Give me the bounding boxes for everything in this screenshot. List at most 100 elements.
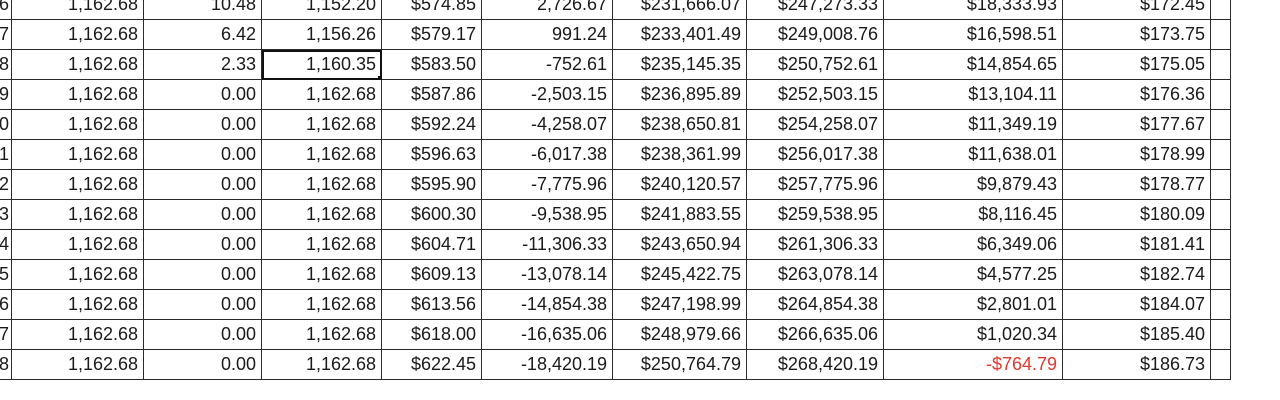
row-number[interactable]: 9 [0, 79, 13, 110]
table-cell[interactable]: $2,801.01 [883, 289, 1064, 320]
table-cell[interactable]: 991.24 [481, 19, 614, 50]
table-cell[interactable]: $254,258.07 [746, 109, 885, 140]
table-cell[interactable]: $261,306.33 [746, 229, 885, 260]
table-cell[interactable]: 6.42 [143, 19, 263, 50]
table-cell[interactable]: 0.00 [143, 139, 263, 170]
table-cell[interactable]: $1,020.34 [883, 319, 1064, 350]
table-cell[interactable]: 1,162.68 [261, 169, 383, 200]
fill-handle[interactable] [378, 76, 381, 79]
table-cell[interactable]: $172.45 [1062, 0, 1212, 20]
table-cell[interactable]: 2.33 [143, 49, 263, 80]
row-number[interactable]: 4 [0, 229, 13, 260]
table-cell[interactable]: $235,145.35 [612, 49, 748, 80]
row-number[interactable]: 6 [0, 0, 13, 20]
table-cell[interactable]: -9,538.95 [481, 199, 614, 230]
table-cell[interactable]: $245,422.75 [612, 259, 748, 290]
table-cell-empty[interactable] [1210, 79, 1232, 110]
row-number[interactable]: 7 [0, 19, 13, 50]
table-cell[interactable]: 0.00 [143, 289, 263, 320]
table-cell[interactable]: $579.17 [381, 19, 483, 50]
row-number[interactable]: 3 [0, 199, 13, 230]
table-cell[interactable]: 2,726.67 [481, 0, 614, 20]
table-cell[interactable]: 1,162.68 [261, 259, 383, 290]
table-cell[interactable]: $609.13 [381, 259, 483, 290]
table-cell[interactable]: 0.00 [143, 79, 263, 110]
table-cell[interactable]: -6,017.38 [481, 139, 614, 170]
table-cell[interactable]: $257,775.96 [746, 169, 885, 200]
table-cell[interactable]: $14,854.65 [883, 49, 1064, 80]
row-number[interactable]: 7 [0, 319, 13, 350]
table-cell[interactable]: $182.74 [1062, 259, 1212, 290]
table-cell[interactable]: 1,162.68 [11, 319, 145, 350]
table-cell[interactable]: 0.00 [143, 199, 263, 230]
table-cell-empty[interactable] [1210, 349, 1232, 380]
table-cell[interactable]: $185.40 [1062, 319, 1212, 350]
table-cell[interactable]: 1,162.68 [11, 289, 145, 320]
table-cell[interactable]: $256,017.38 [746, 139, 885, 170]
table-cell[interactable]: $249,008.76 [746, 19, 885, 50]
table-cell[interactable]: 1,162.68 [261, 79, 383, 110]
row-number[interactable]: 8 [0, 349, 13, 380]
table-cell[interactable]: $236,895.89 [612, 79, 748, 110]
selected-cell[interactable]: 1,160.35 [261, 49, 383, 80]
table-cell[interactable]: $583.50 [381, 49, 483, 80]
table-cell[interactable]: $600.30 [381, 199, 483, 230]
table-cell[interactable]: -$764.79 [883, 349, 1064, 380]
table-cell[interactable]: $268,420.19 [746, 349, 885, 380]
table-cell[interactable]: $604.71 [381, 229, 483, 260]
table-cell[interactable]: $13,104.11 [883, 79, 1064, 110]
table-cell-empty[interactable] [1210, 259, 1232, 290]
table-cell[interactable]: $250,752.61 [746, 49, 885, 80]
row-number[interactable]: 5 [0, 259, 13, 290]
table-cell[interactable]: 1,162.68 [261, 349, 383, 380]
table-cell-empty[interactable] [1210, 49, 1232, 80]
table-cell[interactable]: $595.90 [381, 169, 483, 200]
table-cell[interactable]: $231,666.07 [612, 0, 748, 20]
row-number[interactable]: 1 [0, 139, 13, 170]
table-cell[interactable]: $180.09 [1062, 199, 1212, 230]
table-cell[interactable]: 1,162.68 [11, 169, 145, 200]
table-cell-empty[interactable] [1210, 289, 1232, 320]
table-cell[interactable]: $247,273.33 [746, 0, 885, 20]
table-cell[interactable]: $587.86 [381, 79, 483, 110]
table-cell[interactable]: $4,577.25 [883, 259, 1064, 290]
table-cell-empty[interactable] [1210, 199, 1232, 230]
table-cell[interactable]: $181.41 [1062, 229, 1212, 260]
table-cell[interactable]: $178.99 [1062, 139, 1212, 170]
table-cell[interactable]: $263,078.14 [746, 259, 885, 290]
table-cell[interactable]: 1,162.68 [11, 259, 145, 290]
table-cell[interactable]: $11,349.19 [883, 109, 1064, 140]
table-cell[interactable]: $177.67 [1062, 109, 1212, 140]
table-cell[interactable]: $6,349.06 [883, 229, 1064, 260]
table-cell[interactable]: $592.24 [381, 109, 483, 140]
table-cell[interactable]: 1,162.68 [11, 0, 145, 20]
table-cell[interactable]: $596.63 [381, 139, 483, 170]
row-number[interactable]: 0 [0, 109, 13, 140]
table-cell[interactable]: $175.05 [1062, 49, 1212, 80]
table-cell[interactable]: 1,162.68 [11, 79, 145, 110]
table-cell[interactable]: -14,854.38 [481, 289, 614, 320]
table-cell[interactable]: $622.45 [381, 349, 483, 380]
table-cell[interactable]: $16,598.51 [883, 19, 1064, 50]
table-cell[interactable]: 1,162.68 [11, 199, 145, 230]
table-cell-empty[interactable] [1210, 169, 1232, 200]
table-cell[interactable]: $252,503.15 [746, 79, 885, 110]
table-cell[interactable]: 1,162.68 [11, 109, 145, 140]
table-cell[interactable]: $178.77 [1062, 169, 1212, 200]
table-cell-empty[interactable] [1210, 139, 1232, 170]
table-cell-empty[interactable] [1210, 109, 1232, 140]
table-cell[interactable]: $8,116.45 [883, 199, 1064, 230]
table-cell[interactable]: 10.48 [143, 0, 263, 20]
table-cell[interactable]: $240,120.57 [612, 169, 748, 200]
table-cell-empty[interactable] [1210, 229, 1232, 260]
table-cell[interactable]: 1,162.68 [261, 109, 383, 140]
row-number[interactable]: 8 [0, 49, 13, 80]
table-cell[interactable]: -7,775.96 [481, 169, 614, 200]
table-cell[interactable]: $238,650.81 [612, 109, 748, 140]
table-cell[interactable]: 0.00 [143, 349, 263, 380]
table-cell[interactable]: 0.00 [143, 259, 263, 290]
table-cell[interactable]: $266,635.06 [746, 319, 885, 350]
table-cell[interactable]: $233,401.49 [612, 19, 748, 50]
table-cell[interactable]: $250,764.79 [612, 349, 748, 380]
table-cell[interactable]: $243,650.94 [612, 229, 748, 260]
